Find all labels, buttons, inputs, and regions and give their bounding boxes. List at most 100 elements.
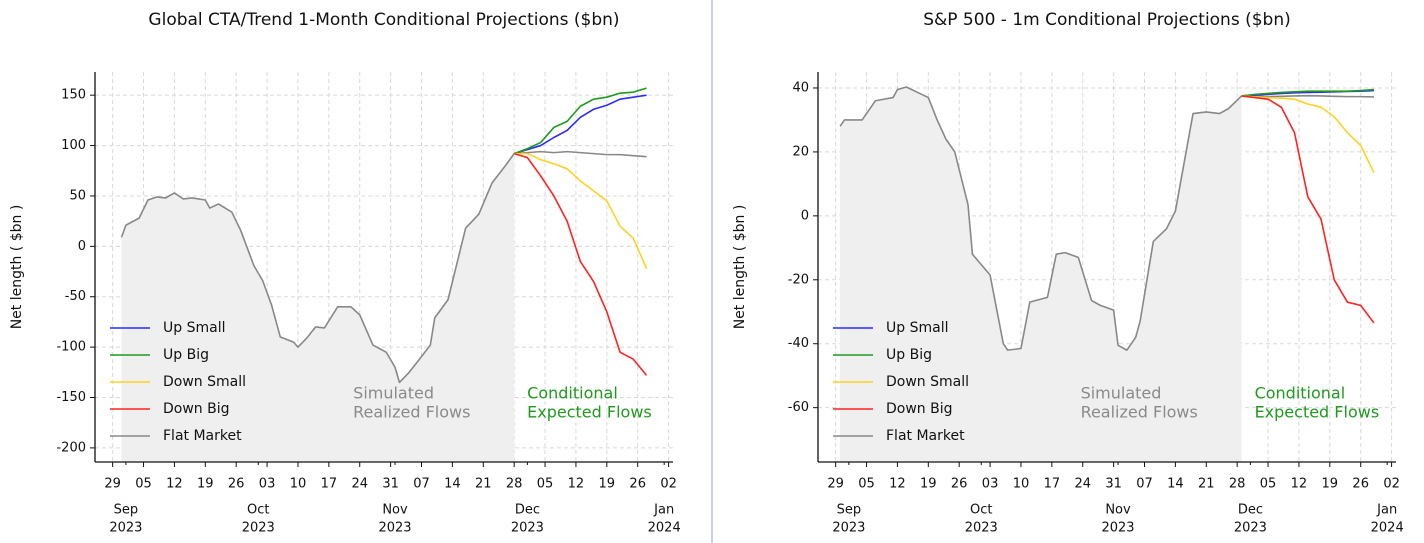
- x-tick-label: 03: [982, 477, 999, 492]
- x-year-label: 2023: [378, 521, 411, 536]
- x-month-label: Jan: [653, 503, 674, 518]
- x-year-label: 2023: [1101, 521, 1134, 536]
- x-tick-label: 02: [660, 477, 677, 492]
- y-tick-label: -50: [65, 289, 86, 304]
- legend-label: Flat Market: [163, 428, 242, 444]
- x-tick-label: 05: [135, 477, 152, 492]
- annotation: Realized Flows: [1081, 403, 1198, 422]
- legend-label: Up Small: [163, 320, 225, 336]
- y-tick-label: 150: [61, 88, 86, 103]
- chart-panel: Global CTA/Trend 1-Month Conditional Pro…: [9, 10, 681, 536]
- series-line: [513, 152, 648, 376]
- series-line: [513, 87, 647, 155]
- x-tick-label: 21: [475, 477, 492, 492]
- x-tick-label: 17: [321, 477, 338, 492]
- y-tick-label: 50: [69, 188, 86, 203]
- x-tick-label: 28: [506, 477, 523, 492]
- x-tick-label: 19: [599, 477, 616, 492]
- y-tick-label: 20: [792, 144, 809, 159]
- annotation: Expected Flows: [527, 403, 652, 422]
- legend-label: Down Big: [163, 401, 230, 417]
- legend-label: Up Big: [163, 347, 209, 363]
- x-year-label: 2023: [242, 521, 275, 536]
- legend-label: Up Small: [886, 320, 948, 336]
- x-tick-label: 19: [1322, 477, 1339, 492]
- series-line: [120, 150, 647, 384]
- y-tick-label: -20: [788, 272, 809, 287]
- x-tick-label: 31: [382, 477, 399, 492]
- x-year-label: 2023: [832, 521, 865, 536]
- series-line: [514, 152, 648, 269]
- x-month-label: Oct: [247, 503, 269, 518]
- x-tick-label: 17: [1044, 477, 1061, 492]
- x-tick-label: 12: [166, 477, 183, 492]
- annotation: Conditional: [1255, 384, 1346, 403]
- y-tick-label: -100: [56, 340, 86, 355]
- x-tick-label: 24: [1074, 477, 1091, 492]
- chart-title: S&P 500 - 1m Conditional Projections ($b…: [923, 10, 1291, 30]
- x-tick-label: 29: [104, 477, 121, 492]
- x-tick-label: 24: [351, 477, 368, 492]
- chart-panel: S&P 500 - 1m Conditional Projections ($b…: [732, 10, 1404, 536]
- x-tick-label: 14: [1167, 477, 1184, 492]
- legend-label: Down Small: [163, 374, 246, 390]
- x-month-label: Nov: [1105, 503, 1131, 518]
- x-year-label: 2024: [648, 521, 681, 536]
- x-tick-label: 03: [259, 477, 276, 492]
- y-axis-label: Net length ( $bn ): [732, 205, 748, 330]
- x-tick-label: 19: [920, 477, 937, 492]
- series-line: [839, 86, 1374, 351]
- y-tick-label: 40: [792, 80, 809, 95]
- x-month-label: Dec: [515, 503, 540, 518]
- x-tick-label: 26: [228, 477, 245, 492]
- annotation: Simulated: [353, 384, 434, 403]
- y-tick-label: -150: [56, 390, 86, 405]
- annotation: Simulated: [1081, 384, 1162, 403]
- series-line: [1241, 95, 1375, 324]
- x-year-label: 2023: [511, 521, 544, 536]
- x-tick-label: 10: [1013, 477, 1030, 492]
- x-tick-label: 05: [858, 477, 875, 492]
- x-tick-label: 26: [629, 477, 646, 492]
- series-line: [513, 94, 647, 155]
- realized-area: [121, 153, 515, 462]
- annotation: Conditional: [527, 384, 618, 403]
- x-month-label: Sep: [114, 503, 139, 518]
- legend-label: Down Small: [886, 374, 969, 390]
- x-tick-label: 05: [537, 477, 554, 492]
- x-tick-label: 07: [1136, 477, 1153, 492]
- annotation: Expected Flows: [1255, 403, 1380, 422]
- realized-area: [840, 87, 1242, 462]
- x-month-label: Oct: [970, 503, 992, 518]
- x-month-label: Sep: [837, 503, 862, 518]
- x-year-label: 2023: [965, 521, 998, 536]
- chart-title: Global CTA/Trend 1-Month Conditional Pro…: [148, 10, 619, 30]
- y-tick-label: -40: [788, 336, 809, 351]
- series-line: [1241, 88, 1374, 97]
- x-tick-label: 26: [951, 477, 968, 492]
- x-tick-label: 12: [568, 477, 585, 492]
- x-tick-label: 14: [444, 477, 461, 492]
- x-tick-label: 07: [413, 477, 430, 492]
- x-tick-label: 31: [1105, 477, 1122, 492]
- x-tick-label: 26: [1352, 477, 1369, 492]
- annotation: Realized Flows: [353, 403, 470, 422]
- y-axis-label: Net length ( $bn ): [9, 205, 25, 330]
- x-tick-label: 12: [889, 477, 906, 492]
- y-tick-label: 0: [801, 208, 809, 223]
- x-year-label: 2023: [109, 521, 142, 536]
- legend-label: Down Big: [886, 401, 953, 417]
- x-tick-label: 28: [1229, 477, 1246, 492]
- legend-label: Flat Market: [886, 428, 965, 444]
- series-line: [1241, 95, 1375, 174]
- x-tick-label: 19: [197, 477, 214, 492]
- x-tick-label: 12: [1291, 477, 1308, 492]
- y-tick-label: -60: [788, 400, 809, 415]
- x-month-label: Dec: [1238, 503, 1263, 518]
- y-tick-label: 0: [78, 239, 86, 254]
- y-tick-label: 100: [61, 138, 86, 153]
- x-year-label: 2024: [1371, 521, 1404, 536]
- x-year-label: 2023: [1234, 521, 1267, 536]
- y-tick-label: -200: [56, 440, 86, 455]
